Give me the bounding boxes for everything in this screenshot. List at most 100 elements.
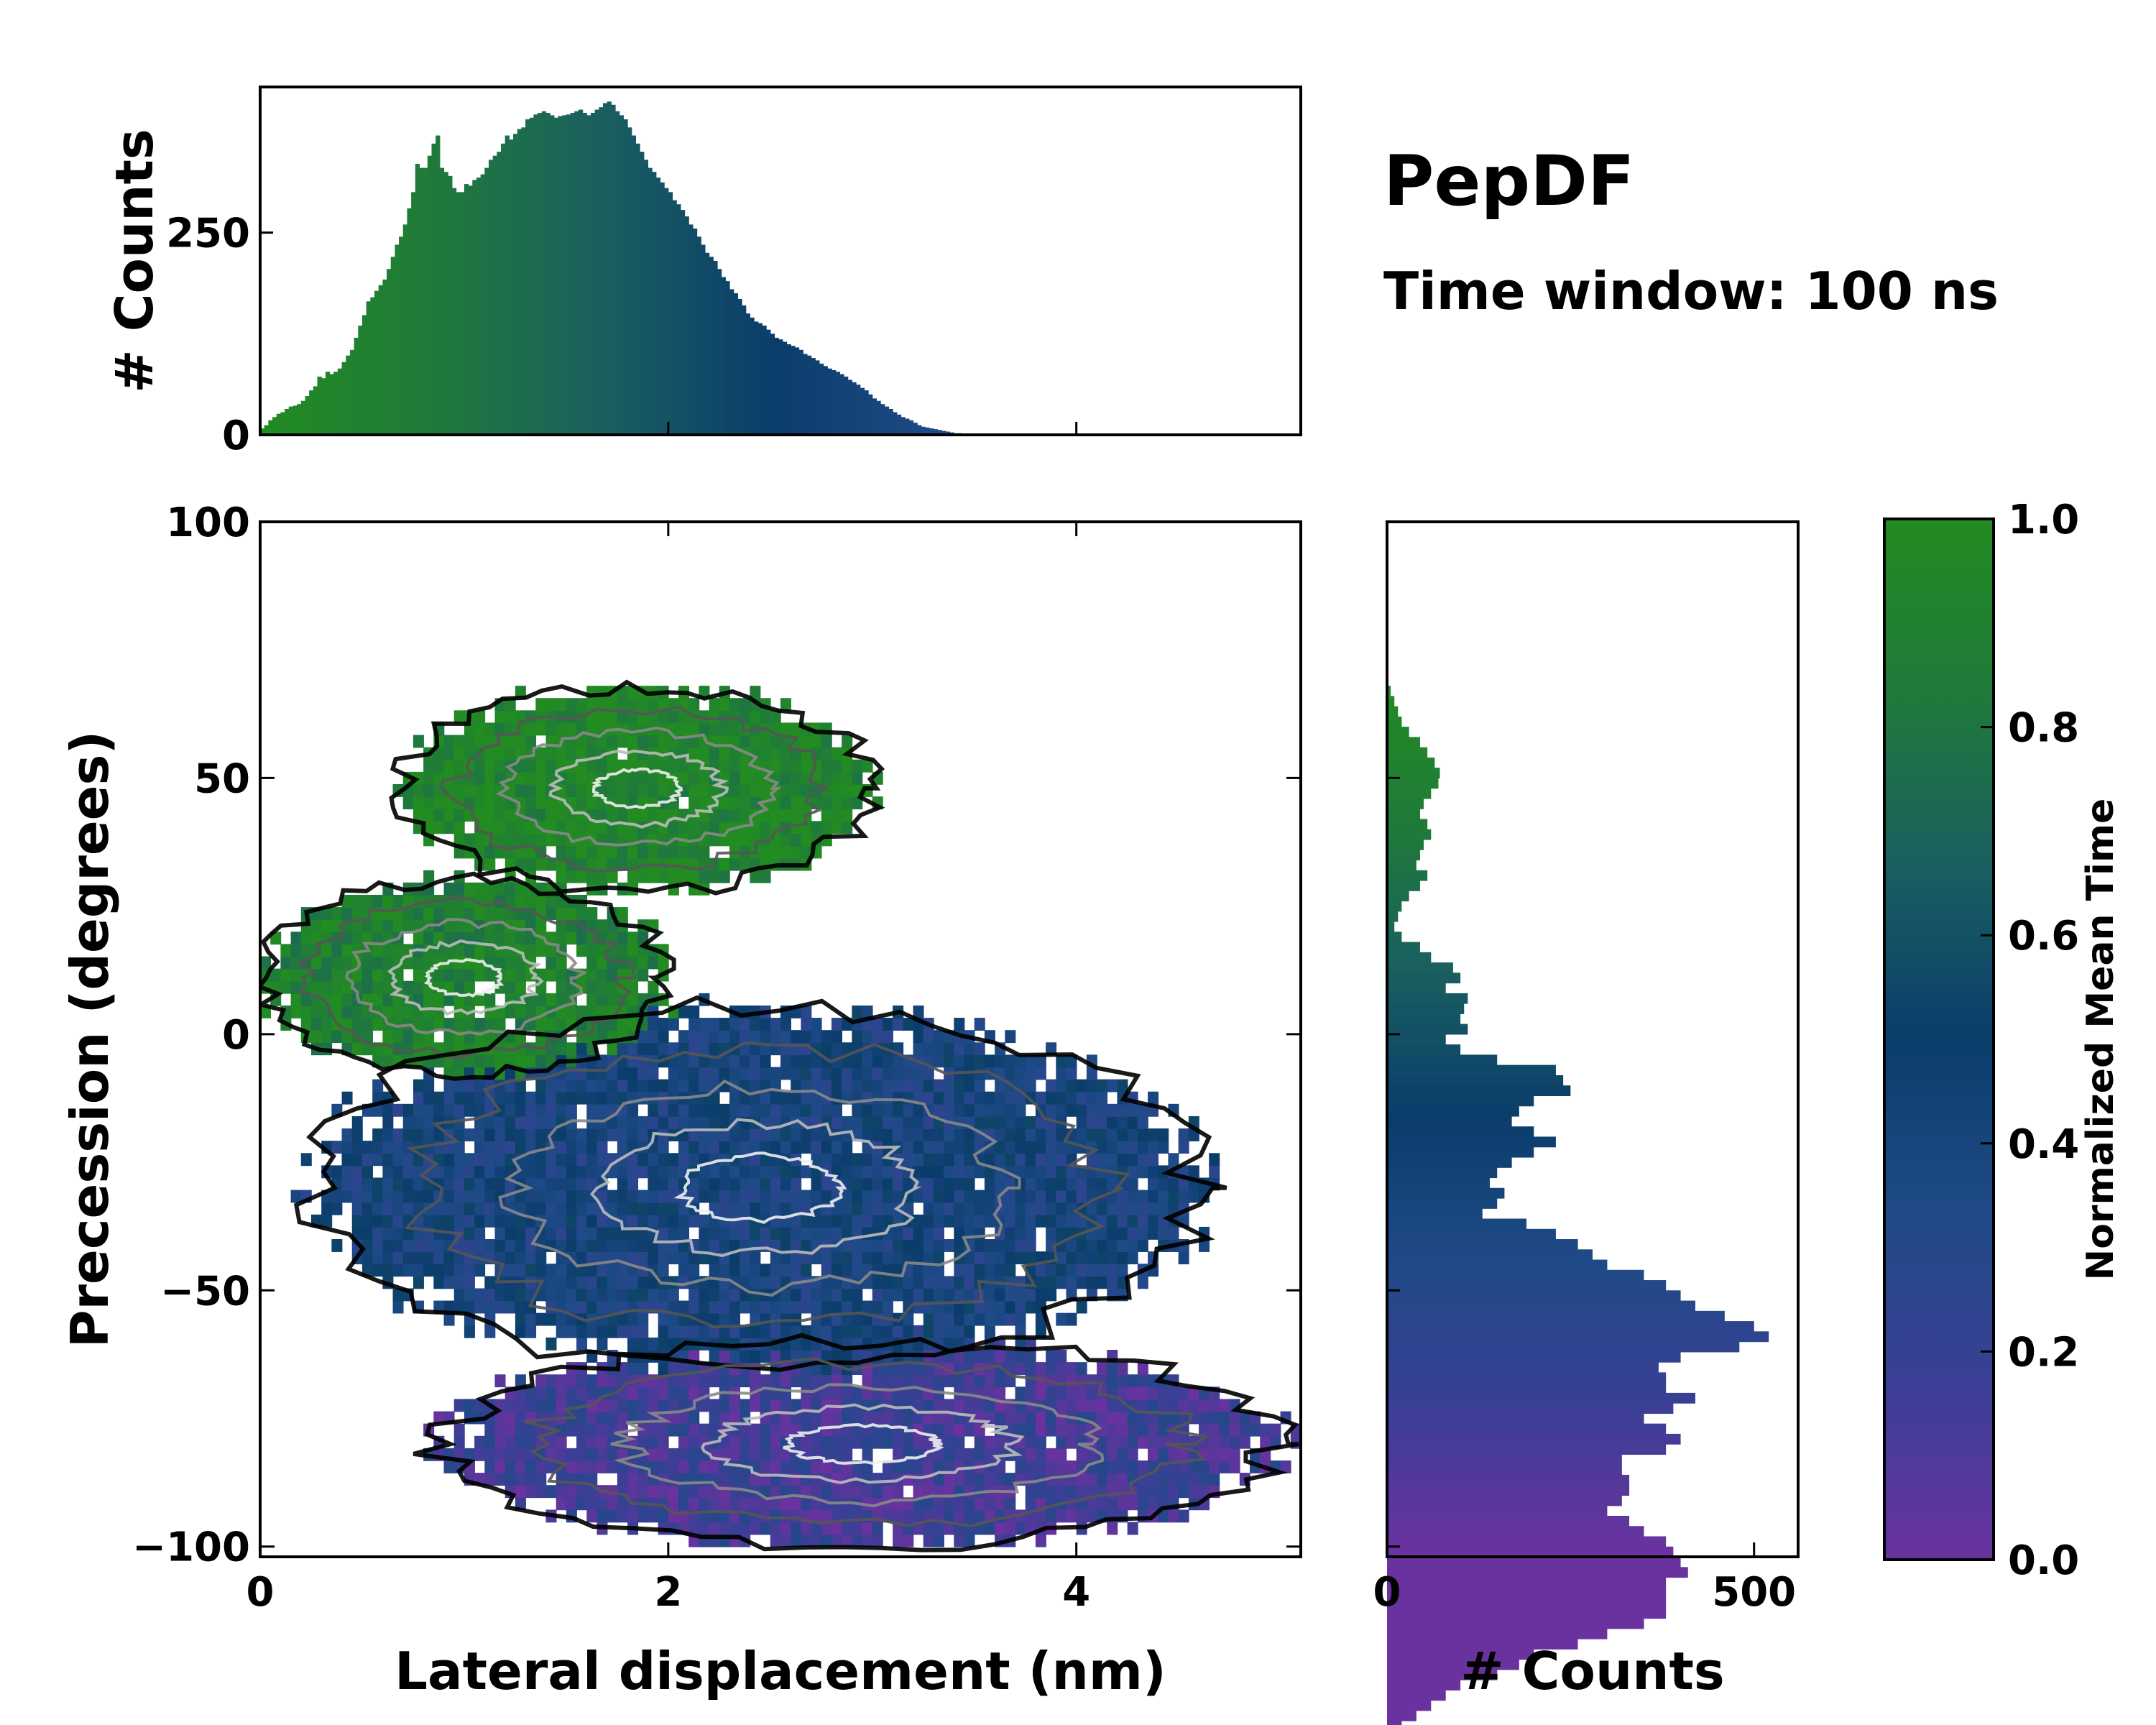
heatmap-cell xyxy=(913,1141,924,1154)
heatmap-cell xyxy=(596,1325,608,1338)
heatmap-cell xyxy=(341,1128,353,1141)
heatmap-cell xyxy=(954,1288,965,1302)
heatmap-cell xyxy=(944,1042,955,1056)
heatmap-cell xyxy=(984,1374,995,1388)
heatmap-cell xyxy=(995,1103,1006,1117)
heatmap-cell xyxy=(740,1177,751,1191)
heatmap-cell xyxy=(770,1128,781,1141)
heatmap-cell xyxy=(678,710,690,724)
heatmap-cell xyxy=(872,1473,883,1486)
heatmap-cell xyxy=(351,907,363,920)
heatmap-cell xyxy=(586,1251,598,1265)
heatmap-cell xyxy=(974,1202,985,1215)
heatmap-cell xyxy=(862,1079,873,1092)
heatmap-cell xyxy=(372,1128,384,1141)
heatmap-cell xyxy=(780,1128,791,1141)
heatmap-cell xyxy=(545,1153,557,1167)
heatmap-cell xyxy=(872,1054,883,1068)
top-histogram-bar xyxy=(411,192,416,435)
heatmap-cell xyxy=(1015,1141,1026,1154)
heatmap-cell xyxy=(474,710,486,724)
heatmap-cell xyxy=(321,919,333,933)
heatmap-cell xyxy=(382,1214,394,1228)
heatmap-cell xyxy=(1025,1435,1036,1449)
heatmap-cell xyxy=(801,845,812,859)
heatmap-cell xyxy=(1046,1177,1057,1191)
heatmap-cell xyxy=(842,1054,853,1068)
heatmap-cell xyxy=(831,1226,842,1240)
heatmap-cell xyxy=(1066,1165,1077,1179)
heatmap-cell xyxy=(719,1497,730,1511)
heatmap-cell xyxy=(505,1288,516,1302)
heatmap-cell xyxy=(505,809,516,822)
heatmap-cell xyxy=(821,1226,832,1240)
heatmap-cell xyxy=(1086,1264,1097,1277)
side-histogram-bar xyxy=(1387,1280,1667,1291)
heatmap-cell xyxy=(1015,1312,1026,1326)
heatmap-cell xyxy=(831,1116,842,1129)
heatmap-cell xyxy=(505,1005,516,1018)
heatmap-cell xyxy=(1066,1386,1077,1400)
heatmap-cell xyxy=(740,1018,751,1031)
heatmap-cell xyxy=(1015,1067,1026,1080)
heatmap-cell xyxy=(484,1054,496,1068)
heatmap-cell xyxy=(658,1202,669,1215)
heatmap-cell xyxy=(453,919,465,933)
heatmap-cell xyxy=(658,1251,669,1265)
heatmap-cell xyxy=(811,735,822,748)
heatmap-cell xyxy=(1086,1103,1097,1117)
heatmap-cell xyxy=(464,1202,475,1215)
heatmap-cell xyxy=(474,1153,486,1167)
heatmap-cell xyxy=(443,993,455,1006)
heatmap-cell xyxy=(617,783,628,797)
heatmap-cell xyxy=(801,1264,812,1277)
heatmap-cell xyxy=(535,1116,547,1129)
heatmap-cell xyxy=(1127,1423,1138,1437)
heatmap-cell xyxy=(1056,1448,1067,1461)
heatmap-cell xyxy=(658,1399,669,1412)
top-histogram-bar xyxy=(640,152,645,435)
heatmap-cell xyxy=(484,1128,496,1141)
heatmap-cell xyxy=(740,1251,751,1265)
heatmap-cell xyxy=(1015,1288,1026,1302)
heatmap-cell xyxy=(1158,1226,1169,1240)
top-histogram-bar xyxy=(717,269,722,435)
heatmap-cell xyxy=(525,1264,537,1277)
heatmap-cell xyxy=(852,1116,863,1129)
heatmap-cell xyxy=(1025,1485,1036,1499)
heatmap-cell xyxy=(944,1190,955,1203)
heatmap-cell xyxy=(862,759,873,773)
heatmap-cell xyxy=(872,1239,883,1252)
heatmap-cell xyxy=(1086,1116,1097,1129)
heatmap-cell xyxy=(923,1399,934,1412)
heatmap-cell xyxy=(658,1386,669,1400)
top-histogram-bar xyxy=(635,143,640,435)
side-histogram-bar xyxy=(1387,1197,1498,1209)
heatmap-cell xyxy=(1086,1509,1097,1523)
side-histogram-bar xyxy=(1387,1639,1578,1650)
heatmap-cell xyxy=(1025,1423,1036,1437)
heatmap-cell xyxy=(1168,1177,1179,1191)
heatmap-cell xyxy=(586,1091,598,1105)
heatmap-cell xyxy=(525,1386,537,1400)
heatmap-cell xyxy=(862,1054,873,1068)
heatmap-cell xyxy=(1046,1485,1057,1499)
heatmap-cell xyxy=(954,1239,965,1252)
heatmap-cell xyxy=(525,1153,537,1167)
heatmap-cell xyxy=(1025,1067,1036,1080)
side-histogram-bar xyxy=(1387,1075,1564,1086)
top-histogram-bar xyxy=(757,323,763,435)
side-histogram-bar xyxy=(1387,1208,1483,1220)
heatmap-cell xyxy=(1015,1411,1026,1425)
heatmap-cell xyxy=(545,1079,557,1092)
heatmap-cell xyxy=(821,796,832,810)
heatmap-cell xyxy=(535,783,547,797)
heatmap-cell xyxy=(525,1485,537,1499)
heatmap-cell xyxy=(382,1005,394,1018)
heatmap-cell xyxy=(678,1448,690,1461)
side-histogram-bar xyxy=(1387,1515,1630,1527)
heatmap-cell xyxy=(515,1448,526,1461)
main-ytick-label: 100 xyxy=(166,500,250,546)
heatmap-cell xyxy=(453,821,465,834)
